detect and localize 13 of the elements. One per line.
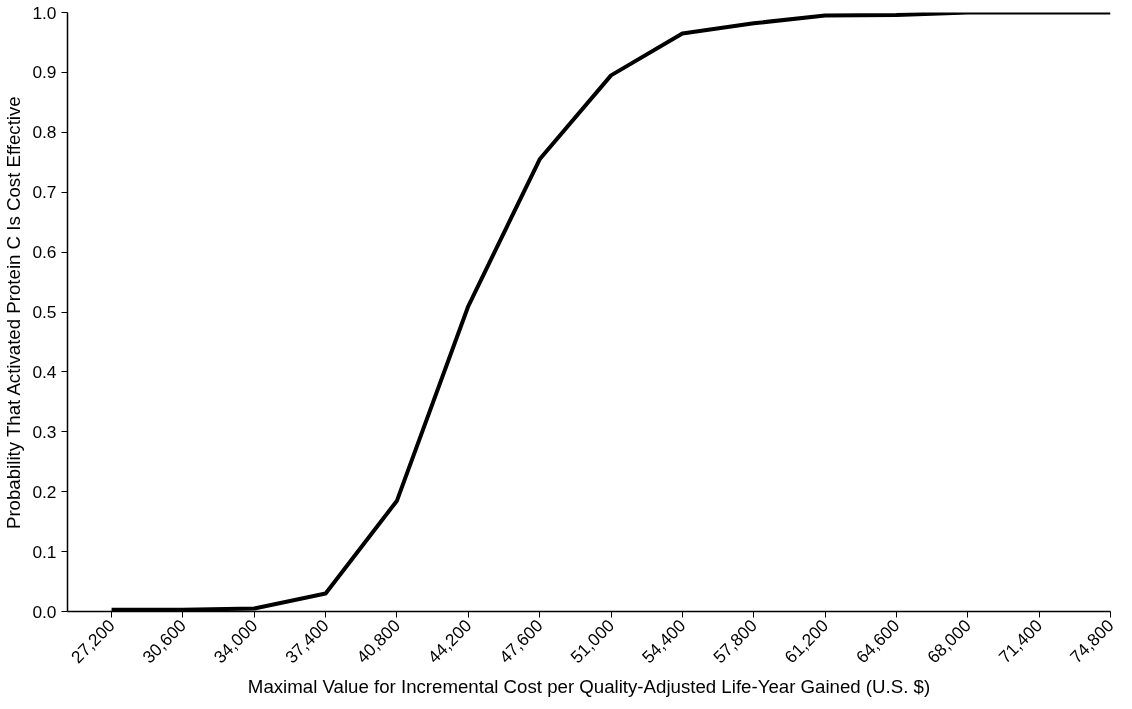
y-tick-label: 0.1 [32, 541, 57, 562]
y-tick-label: 0.6 [32, 242, 57, 263]
y-axis-title: Probability That Activated Protein C Is Cost Effective [3, 96, 25, 530]
y-tick-label: 0.5 [32, 302, 57, 322]
y-tick-label: 0.0 [32, 601, 57, 622]
y-tick-label: 1.0 [32, 2, 57, 23]
x-axis-title: Maximal Value for Incremental Cost per Quality-Adjusted Life-Year Gained (U.S. $) [247, 676, 931, 698]
y-tick-label: 0.7 [32, 182, 57, 203]
y-tick-label: 0.8 [32, 122, 57, 143]
y-tick-label: 0.2 [32, 481, 57, 502]
y-tick-label: 0.3 [32, 421, 57, 442]
y-tick-label: 0.9 [32, 62, 57, 83]
y-tick-label: 0.4 [32, 361, 57, 382]
